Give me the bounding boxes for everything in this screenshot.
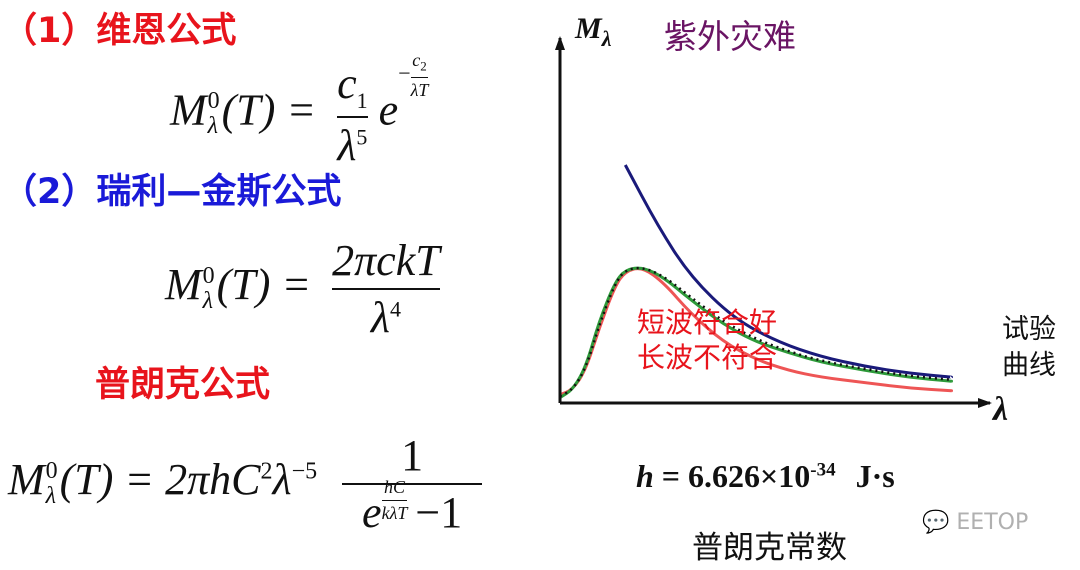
planck-den-exp-num: hC: [383, 477, 405, 497]
planck-fraction-bar: [342, 483, 483, 485]
series-layer: [559, 164, 954, 399]
rayleigh-denominator: λ: [370, 293, 390, 342]
rayleigh-lhs-sup: 0: [202, 262, 215, 289]
long-wave-note: 长波不符合: [637, 341, 777, 374]
planck-arg: (T) = 2πhC: [59, 455, 261, 505]
planck-lhs: M: [8, 455, 45, 505]
rayleigh-arg: (T) =: [216, 260, 312, 310]
wien-lhs-sub: λ: [207, 113, 219, 140]
blackbody-chart: Mλ λ 紫外灾难 短波符合好 长波不符合 试验 曲线: [555, 12, 1056, 428]
wien-numerator-sub: 1: [356, 87, 368, 113]
planck-den-exp-den: kλT: [381, 503, 408, 523]
curve-0: [623, 164, 954, 379]
rayleigh-denominator-sup: 4: [389, 296, 401, 322]
rayleigh-lhs-sub: λ: [202, 288, 214, 314]
rayleigh-heading: （2）瑞利—金斯公式: [2, 172, 342, 212]
wien-heading: （1）维恩公式: [2, 11, 237, 51]
planck-lhs-sub: λ: [45, 483, 57, 509]
wien-exp-den: λT: [410, 79, 429, 100]
watermark-text: EETOP: [956, 510, 1029, 535]
planck-c-sup: 2: [260, 458, 273, 485]
experiment-label-line1: 试验: [1002, 314, 1056, 345]
curve-3: [559, 266, 953, 398]
rayleigh-fraction: 2πckT λ4: [332, 235, 440, 343]
constant-unit: J·s: [855, 458, 895, 494]
planck-numerator: 1: [401, 431, 424, 480]
planck-heading: 普朗克公式: [95, 365, 271, 405]
wien-fraction-bar: [337, 115, 368, 118]
constant-caption: 普朗克常数: [692, 530, 847, 566]
planck-constant: h = 6.626×10-34 J·s: [636, 458, 895, 495]
wien-exp-num-sub: 2: [420, 58, 427, 74]
watermark: 💬 EETOP: [922, 510, 1028, 535]
planck-lambda-sup: −5: [291, 458, 318, 485]
rayleigh-lhs: M: [165, 260, 202, 310]
chat-bubble-icon: 💬: [922, 510, 950, 535]
wien-lhs: M: [170, 85, 207, 135]
wien-denominator: λ: [337, 120, 357, 170]
planck-fraction: 1 e hC kλT −1: [342, 430, 483, 538]
wien-exp-num: c: [412, 50, 421, 70]
wien-exponent: − c2 λT: [398, 50, 429, 101]
short-wave-note: 短波符合好: [637, 306, 777, 339]
wien-fraction: c1 λ5: [337, 58, 368, 171]
planck-den-tail: −1: [415, 488, 463, 537]
constant-symbol: h: [636, 458, 654, 494]
rayleigh-numerator: 2πckT: [332, 236, 440, 285]
wien-denominator-sup: 5: [356, 124, 368, 150]
wien-formula: M 0 λ (T) = c1 λ5 e− c2 λT: [170, 50, 429, 171]
planck-lambda: λ: [272, 455, 292, 505]
wien-arg: (T) =: [221, 85, 317, 135]
planck-lhs-sup: 0: [45, 457, 58, 484]
curve-2: [559, 266, 954, 399]
constant-exponent: -34: [810, 459, 836, 481]
wien-numerator: c: [337, 59, 357, 108]
x-axis-label: λ: [991, 391, 1008, 428]
rayleigh-formula: M 0 λ (T) = 2πckT λ4: [165, 235, 440, 343]
y-axis-label: Mλ: [574, 12, 612, 51]
uv-catastrophe-label: 紫外灾难: [664, 17, 796, 56]
wien-exp-sign: −: [398, 60, 411, 86]
rayleigh-fraction-bar: [332, 288, 440, 290]
wien-exp-base: e: [378, 85, 399, 135]
constant-value: = 6.626×10: [661, 458, 811, 494]
wien-lhs-sup: 0: [207, 88, 220, 115]
planck-formula: M 0 λ (T) = 2πhC2λ−5 1 e hC kλT −1: [8, 430, 483, 538]
experiment-label-line2: 曲线: [1002, 350, 1056, 381]
planck-den-base: e: [362, 488, 382, 537]
